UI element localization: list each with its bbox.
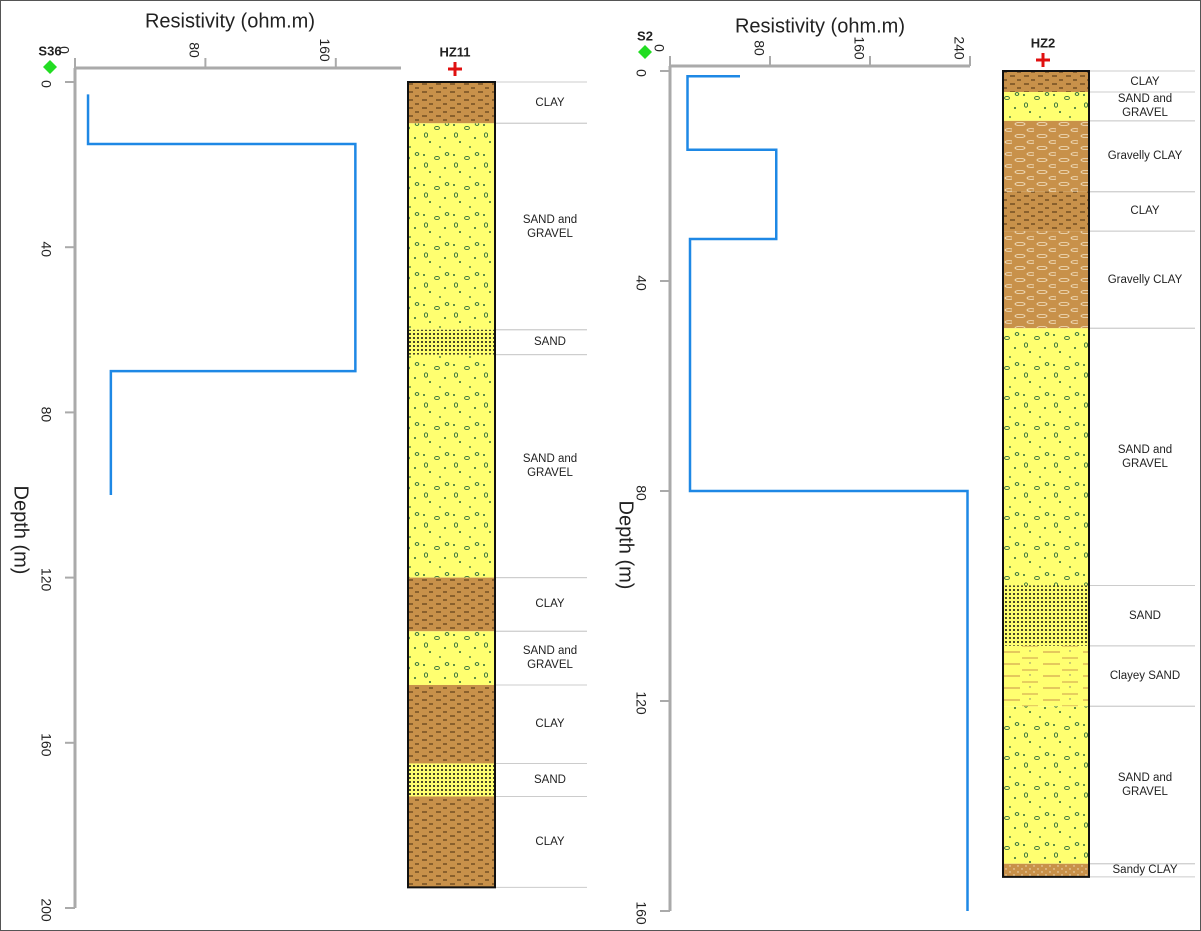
figure: Resistivity (ohm.m) Depth (m) 0 80 160 0 40 80 1… — [0, 0, 1201, 931]
borehole-marker — [1036, 53, 1050, 67]
layer-label: SAND and GRAVEL — [508, 213, 592, 241]
layer-hatch — [408, 123, 495, 329]
layer-label: Gravelly CLAY — [1103, 149, 1187, 163]
layer-label: CLAY — [1103, 204, 1187, 218]
chart: Resistivity (ohm.m) Depth (m) 0 80 160 0 40 80 1… — [0, 0, 1201, 931]
layer-hatch — [1003, 192, 1089, 231]
layer-hatch — [1003, 231, 1089, 328]
station-marker — [638, 45, 652, 59]
layer-label: SAND and GRAVEL — [1103, 771, 1187, 799]
layer-label: SAND — [508, 773, 592, 787]
station-label: S36 — [38, 43, 61, 58]
layer-hatch — [408, 796, 495, 887]
y-tick-label: 80 — [633, 485, 649, 501]
layer-hatch — [408, 578, 495, 632]
layer-hatch — [1003, 864, 1089, 877]
layer-hatch — [1003, 92, 1089, 121]
layer-label: CLAY — [508, 96, 592, 110]
layer-label: Gravelly CLAY — [1103, 273, 1187, 287]
layer-hatch — [408, 330, 495, 355]
layer-hatch — [408, 763, 495, 796]
resistivity-line — [688, 76, 968, 911]
y-tick-label: 40 — [38, 241, 54, 257]
station-label: S2 — [637, 28, 653, 43]
layer-label: CLAY — [1103, 75, 1187, 89]
layer-hatch — [1003, 646, 1089, 706]
layer-hatch — [1003, 328, 1089, 585]
y-tick-label: 160 — [633, 901, 649, 925]
borehole-label: HZ11 — [439, 44, 470, 59]
y-tick-label: 120 — [633, 691, 649, 715]
station-marker — [43, 60, 57, 74]
layer-label: CLAY — [508, 597, 592, 611]
x-tick-label: 160 — [317, 38, 333, 62]
layer-hatch — [1003, 586, 1089, 646]
layer-label: SAND and GRAVEL — [1103, 443, 1187, 471]
x-tick-label: 160 — [851, 36, 867, 60]
y-tick-label: 40 — [633, 275, 649, 291]
layer-label: CLAY — [508, 835, 592, 849]
x-tick-label: 80 — [187, 42, 203, 58]
layer-label: SAND and GRAVEL — [1103, 92, 1187, 120]
resistivity-line — [88, 94, 355, 495]
x-tick-label: 240 — [951, 36, 967, 60]
y-tick-label: 160 — [38, 733, 54, 757]
y-axis-title: Depth (m) — [10, 486, 32, 575]
layer-hatch — [1003, 71, 1089, 92]
layer-label: SAND and GRAVEL — [508, 452, 592, 480]
x-tick-label: 0 — [651, 44, 667, 52]
layer-hatch — [408, 685, 495, 763]
borehole-marker — [448, 62, 462, 76]
layer-label: Sandy CLAY — [1103, 863, 1187, 877]
layer-label: Clayey SAND — [1103, 669, 1187, 683]
layer-label: SAND — [1103, 609, 1187, 623]
y-axis-title: Depth (m) — [615, 501, 637, 590]
layer-label: CLAY — [508, 717, 592, 731]
x-axis-title: Resistivity (ohm.m) — [735, 15, 905, 37]
y-tick-label: 0 — [633, 69, 649, 77]
layer-hatch — [408, 355, 495, 578]
layer-hatch — [1003, 121, 1089, 192]
y-tick-label: 200 — [38, 898, 54, 922]
layer-label: SAND — [508, 335, 592, 349]
x-tick-label: 80 — [751, 40, 767, 56]
y-tick-label: 80 — [38, 407, 54, 423]
layer-label: SAND and GRAVEL — [508, 644, 592, 672]
y-tick-label: 0 — [38, 80, 54, 88]
borehole-label: HZ2 — [1031, 35, 1056, 50]
x-axis-title: Resistivity (ohm.m) — [145, 10, 315, 32]
layer-hatch — [408, 82, 495, 123]
layer-hatch — [1003, 706, 1089, 864]
y-tick-label: 120 — [38, 568, 54, 592]
layer-hatch — [408, 631, 495, 685]
